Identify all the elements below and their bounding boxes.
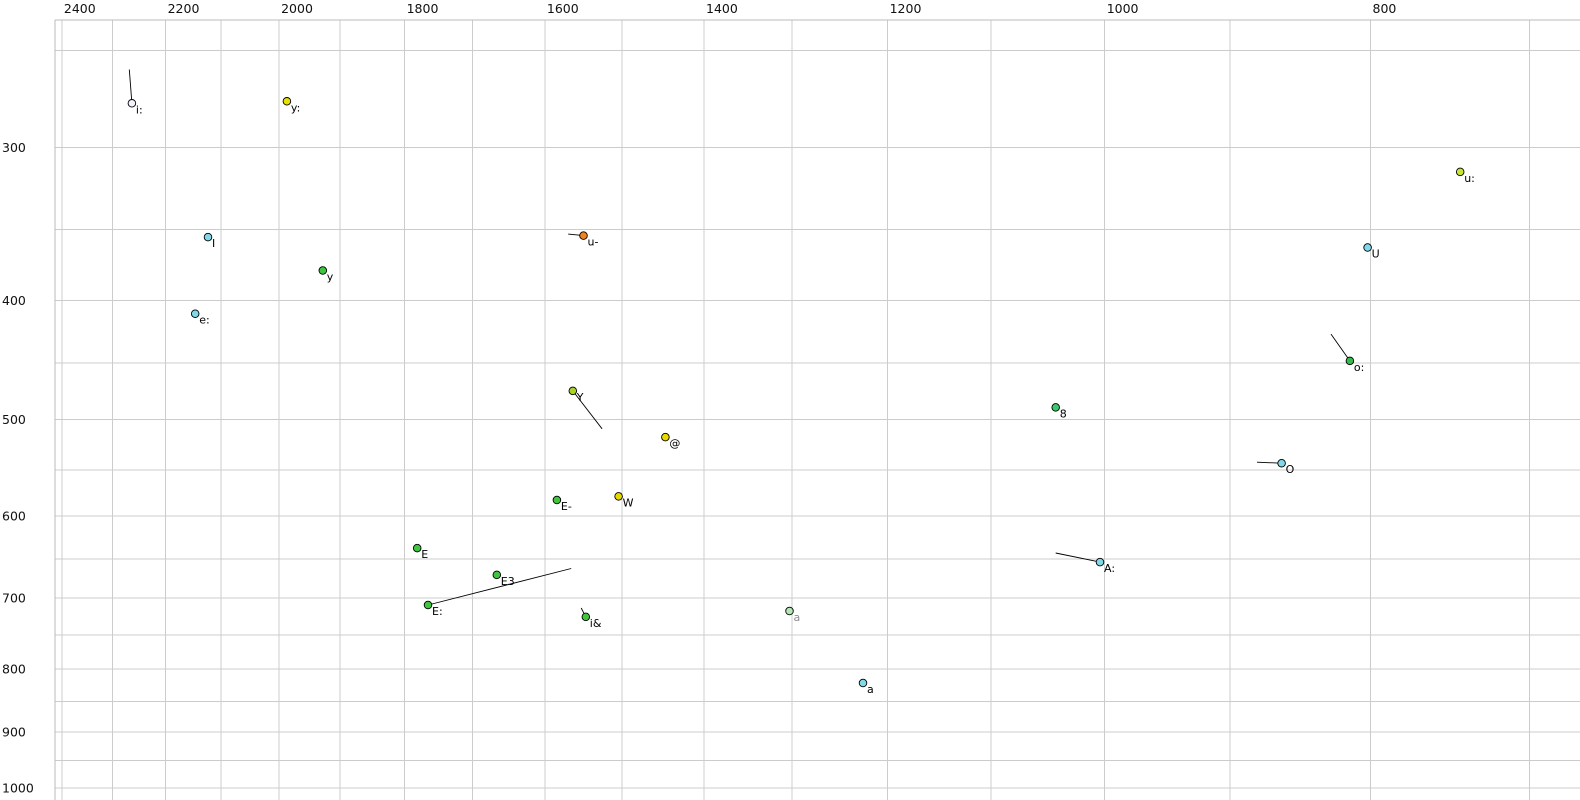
- vowel-point: [785, 606, 794, 616]
- vowel-point-label: U: [1372, 248, 1380, 261]
- vowel-point: [858, 678, 868, 688]
- vowel-point-label: u-: [588, 236, 599, 249]
- y-axis-tick-label: 1000: [2, 780, 34, 795]
- vowel-point: [552, 495, 562, 505]
- vowel-tail-line: [1330, 333, 1351, 362]
- vowel-point: [568, 386, 578, 396]
- vowel-tail-line: [1055, 552, 1101, 563]
- vowel-tail-line: [572, 390, 603, 430]
- vowel-point-label: A:: [1104, 562, 1115, 575]
- vowel-point-label: Y: [576, 391, 584, 404]
- vowel-point-label: @: [669, 437, 680, 450]
- y-axis-tick-label: 300: [2, 140, 26, 155]
- vowel-point: [661, 432, 670, 442]
- vowel-point-label: i&: [590, 617, 602, 630]
- y-axis-tick-label: 400: [2, 293, 26, 308]
- vowel-point: [412, 543, 422, 553]
- y-axis-tick-label: 600: [2, 509, 26, 524]
- y-axis-tick-label: 500: [2, 412, 26, 427]
- y-axis-tick-label: 700: [2, 591, 26, 606]
- vowel-point: [1277, 458, 1286, 468]
- vowel-point-label: a: [794, 611, 801, 624]
- vowel-point-label: E: [421, 548, 428, 561]
- vowel-point-label: E-: [561, 500, 572, 513]
- vowel-point-label: u:: [1464, 172, 1475, 185]
- vowel-point-label: y: [327, 271, 334, 284]
- vowel-point: [282, 97, 292, 106]
- x-axis-tick-label: 1800: [407, 1, 439, 16]
- vowel-point-label: W: [623, 496, 634, 509]
- vowel-point-label: E3: [501, 575, 515, 588]
- vowel-point: [492, 570, 502, 580]
- vowel-point-label: a: [867, 683, 874, 696]
- vowel-point: [318, 266, 328, 275]
- vowel-point-label: I: [212, 237, 215, 250]
- vowel-tail-line: [128, 69, 133, 104]
- x-axis-tick-label: 2000: [281, 1, 313, 16]
- vowel-point: [1363, 243, 1372, 252]
- x-axis-tick-label: 1400: [706, 1, 738, 16]
- x-axis-tick-label: 1200: [890, 1, 922, 16]
- vowel-point-label: O: [1286, 463, 1295, 476]
- vowel-point-label: e:: [199, 314, 209, 327]
- vowel-point-label: y:: [291, 101, 300, 114]
- vowel-tail-line: [427, 568, 572, 606]
- x-axis-tick-label: 800: [1373, 1, 1397, 16]
- vowel-point: [579, 231, 588, 240]
- vowel-point: [127, 99, 137, 108]
- vowel-point: [1345, 356, 1355, 366]
- vowel-point: [190, 309, 200, 318]
- x-axis-tick-label: 1600: [547, 1, 579, 16]
- vowel-point-label: 8: [1060, 407, 1067, 420]
- vowel-point: [614, 492, 623, 501]
- x-axis-tick-label: 2400: [64, 1, 96, 16]
- vowel-point: [423, 600, 433, 610]
- x-axis-tick-label: 1000: [1107, 1, 1139, 16]
- vowel-point: [1095, 557, 1105, 567]
- x-axis-tick-label: 2200: [168, 1, 200, 16]
- vowel-point: [581, 612, 591, 622]
- y-axis-tick-label: 800: [2, 662, 26, 677]
- vowel-point: [1455, 167, 1465, 177]
- y-axis-tick-label: 900: [2, 724, 26, 739]
- vowel-point-label: E:: [432, 605, 443, 618]
- vowel-point: [1051, 403, 1060, 412]
- vowel-point-label: i:: [136, 103, 143, 116]
- vowel-point-label: o:: [1354, 361, 1364, 374]
- vowel-point: [203, 232, 213, 242]
